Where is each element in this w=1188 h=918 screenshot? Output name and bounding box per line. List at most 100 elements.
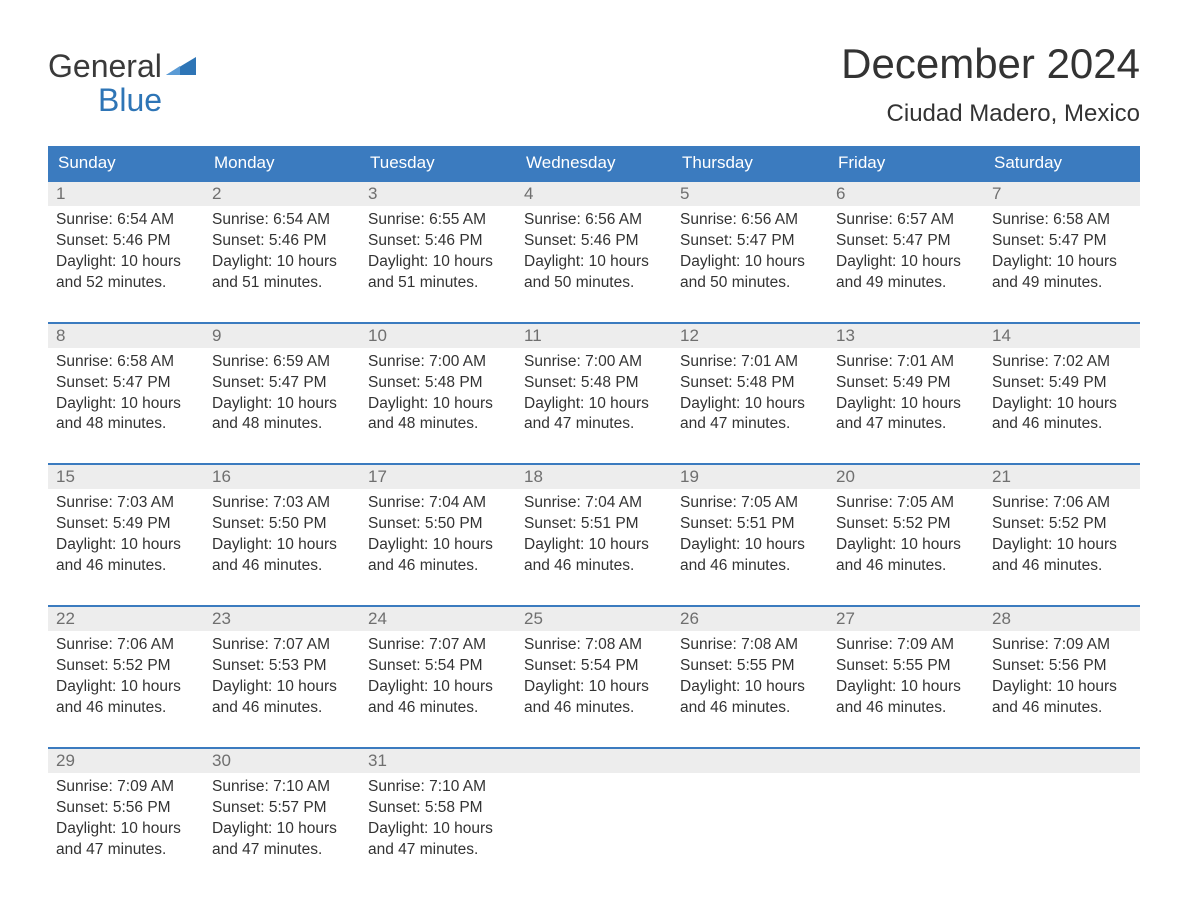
page-title: December 2024 [841,40,1140,88]
sunrise-text: Sunrise: 7:07 AM [212,635,352,656]
sunrise-text: Sunrise: 6:56 AM [524,210,664,231]
day-cell: Sunrise: 6:56 AMSunset: 5:46 PMDaylight:… [516,206,672,302]
weekday-header: Monday [204,146,360,180]
daylight-line1: Daylight: 10 hours [524,677,664,698]
sunrise-text: Sunrise: 7:01 AM [680,352,820,373]
day-cell: Sunrise: 6:54 AMSunset: 5:46 PMDaylight:… [48,206,204,302]
daylight-line1: Daylight: 10 hours [680,677,820,698]
sunrise-text: Sunrise: 6:59 AM [212,352,352,373]
page-subtitle: Ciudad Madero, Mexico [841,100,1140,128]
day-cell: Sunrise: 7:07 AMSunset: 5:54 PMDaylight:… [360,631,516,727]
day-cell: Sunrise: 7:00 AMSunset: 5:48 PMDaylight:… [516,348,672,444]
daylight-line2: and 47 minutes. [680,414,820,435]
daylight-line1: Daylight: 10 hours [836,394,976,415]
sunset-text: Sunset: 5:58 PM [368,798,508,819]
day-number: 2 [204,182,360,206]
day-cell: Sunrise: 7:07 AMSunset: 5:53 PMDaylight:… [204,631,360,727]
daylight-line2: and 46 minutes. [56,698,196,719]
daylight-line1: Daylight: 10 hours [836,535,976,556]
calendar-week: 22232425262728Sunrise: 7:06 AMSunset: 5:… [48,605,1140,727]
day-number: 20 [828,465,984,489]
sunset-text: Sunset: 5:47 PM [992,231,1132,252]
sunset-text: Sunset: 5:54 PM [524,656,664,677]
day-number: 29 [48,749,204,773]
day-number: 21 [984,465,1140,489]
daylight-line1: Daylight: 10 hours [992,677,1132,698]
sunrise-text: Sunrise: 6:58 AM [992,210,1132,231]
day-number: 26 [672,607,828,631]
sunrise-text: Sunrise: 7:08 AM [524,635,664,656]
sunrise-text: Sunrise: 7:00 AM [368,352,508,373]
day-number: 27 [828,607,984,631]
sunset-text: Sunset: 5:52 PM [56,656,196,677]
day-number: 1 [48,182,204,206]
daylight-line1: Daylight: 10 hours [368,252,508,273]
daylight-line1: Daylight: 10 hours [680,394,820,415]
daylight-line2: and 47 minutes. [56,840,196,861]
calendar-body: 1234567Sunrise: 6:54 AMSunset: 5:46 PMDa… [48,180,1140,868]
sunset-text: Sunset: 5:46 PM [56,231,196,252]
day-number: 25 [516,607,672,631]
logo-flag-icon [166,50,196,84]
sunset-text: Sunset: 5:47 PM [56,373,196,394]
day-cell: Sunrise: 6:58 AMSunset: 5:47 PMDaylight:… [984,206,1140,302]
day-number: 13 [828,324,984,348]
daylight-line2: and 46 minutes. [992,414,1132,435]
daylight-line2: and 50 minutes. [680,273,820,294]
title-block: December 2024 Ciudad Madero, Mexico [841,40,1140,128]
day-number: 22 [48,607,204,631]
sunrise-text: Sunrise: 7:02 AM [992,352,1132,373]
day-cell: Sunrise: 7:05 AMSunset: 5:51 PMDaylight:… [672,489,828,585]
day-number: 17 [360,465,516,489]
daynum-row: 293031 [48,749,1140,773]
day-cell: Sunrise: 6:59 AMSunset: 5:47 PMDaylight:… [204,348,360,444]
day-number: 9 [204,324,360,348]
sunset-text: Sunset: 5:51 PM [524,514,664,535]
day-number: 18 [516,465,672,489]
sunrise-text: Sunrise: 7:09 AM [992,635,1132,656]
day-cell: Sunrise: 7:05 AMSunset: 5:52 PMDaylight:… [828,489,984,585]
sunset-text: Sunset: 5:49 PM [992,373,1132,394]
sunset-text: Sunset: 5:50 PM [368,514,508,535]
day-number: 24 [360,607,516,631]
day-number: 31 [360,749,516,773]
sunset-text: Sunset: 5:56 PM [992,656,1132,677]
daylight-line1: Daylight: 10 hours [368,819,508,840]
daylight-line2: and 46 minutes. [212,698,352,719]
sunset-text: Sunset: 5:50 PM [212,514,352,535]
day-number: 5 [672,182,828,206]
sunset-text: Sunset: 5:55 PM [836,656,976,677]
sunrise-text: Sunrise: 6:55 AM [368,210,508,231]
daylight-line2: and 49 minutes. [992,273,1132,294]
daylight-line1: Daylight: 10 hours [212,394,352,415]
day-cell: Sunrise: 6:54 AMSunset: 5:46 PMDaylight:… [204,206,360,302]
calendar-week: 293031 Sunrise: 7:09 AMSunset: 5:56 PMDa… [48,747,1140,869]
daylight-line2: and 46 minutes. [368,556,508,577]
daylight-line1: Daylight: 10 hours [212,677,352,698]
sunset-text: Sunset: 5:49 PM [836,373,976,394]
calendar: SundayMondayTuesdayWednesdayThursdayFrid… [48,146,1140,868]
weekday-header: Wednesday [516,146,672,180]
day-cell: Sunrise: 7:10 AMSunset: 5:57 PMDaylight:… [204,773,360,869]
day-cell: Sunrise: 7:08 AMSunset: 5:55 PMDaylight:… [672,631,828,727]
daylight-line1: Daylight: 10 hours [212,819,352,840]
day-cell: Sunrise: 7:01 AMSunset: 5:49 PMDaylight:… [828,348,984,444]
day-number: 23 [204,607,360,631]
daylight-line2: and 46 minutes. [836,556,976,577]
logo-line1-wrap: General [48,50,196,84]
daylight-line2: and 48 minutes. [56,414,196,435]
logo: General Blue [48,40,196,117]
daylight-line2: and 46 minutes. [56,556,196,577]
sunset-text: Sunset: 5:49 PM [56,514,196,535]
sunrise-text: Sunrise: 7:03 AM [56,493,196,514]
weekday-header: Friday [828,146,984,180]
sunrise-text: Sunrise: 7:10 AM [368,777,508,798]
day-cell: Sunrise: 7:01 AMSunset: 5:48 PMDaylight:… [672,348,828,444]
daylight-line1: Daylight: 10 hours [836,677,976,698]
daylight-line1: Daylight: 10 hours [524,394,664,415]
day-number: 14 [984,324,1140,348]
daylight-line2: and 51 minutes. [368,273,508,294]
daylight-line2: and 48 minutes. [212,414,352,435]
weekday-header: Sunday [48,146,204,180]
daylight-line2: and 46 minutes. [524,698,664,719]
